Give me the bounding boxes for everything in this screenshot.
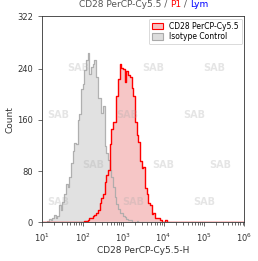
Text: /: / xyxy=(181,0,190,9)
Text: SAB: SAB xyxy=(116,110,138,120)
Y-axis label: Count: Count xyxy=(6,106,14,133)
Text: SAB: SAB xyxy=(82,159,104,170)
Legend: CD28 PerCP-Cy5.5, Isotype Control: CD28 PerCP-Cy5.5, Isotype Control xyxy=(149,19,242,44)
Text: SAB: SAB xyxy=(142,63,164,73)
Text: SAB: SAB xyxy=(47,197,69,207)
Text: SAB: SAB xyxy=(193,197,215,207)
Text: SAB: SAB xyxy=(47,110,69,120)
Text: Lym: Lym xyxy=(190,0,208,9)
Text: SAB: SAB xyxy=(203,63,225,73)
Text: SAB: SAB xyxy=(209,159,231,170)
Text: SAB: SAB xyxy=(68,63,90,73)
Text: SAB: SAB xyxy=(152,159,175,170)
Text: P1: P1 xyxy=(170,0,181,9)
Text: SAB: SAB xyxy=(183,110,205,120)
Text: CD28 PerCP-Cy5.5 /: CD28 PerCP-Cy5.5 / xyxy=(79,0,170,9)
X-axis label: CD28 PerCP-Cy5.5-H: CD28 PerCP-Cy5.5-H xyxy=(97,246,190,256)
Text: SAB: SAB xyxy=(122,197,144,207)
